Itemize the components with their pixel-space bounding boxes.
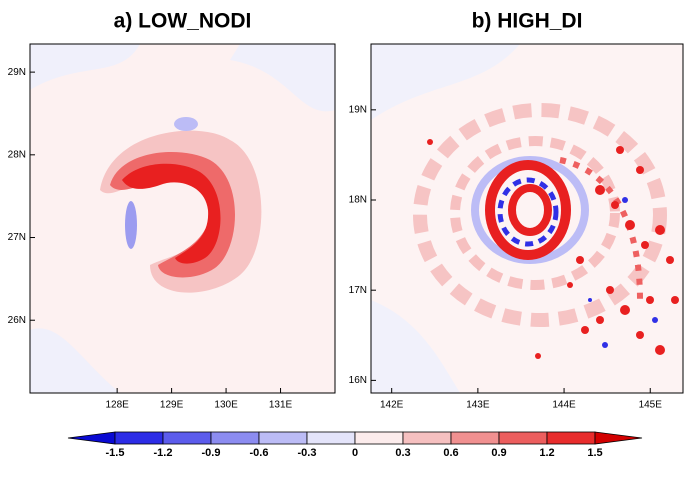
x-tick-label: 129E <box>160 400 184 411</box>
y-tick-label: 19N <box>349 104 367 115</box>
colorbar-box <box>258 431 308 445</box>
colorbar-box <box>498 431 548 445</box>
x-tick-label: 145E <box>639 400 663 411</box>
x-tick-label: 128E <box>105 400 129 411</box>
colorbar-label: -1.5 <box>106 447 125 459</box>
colorbar-label: 0.3 <box>395 447 410 459</box>
y-tick-label: 28N <box>8 149 26 160</box>
colorbar-label: 0.9 <box>491 447 506 459</box>
colorbar-label: -1.2 <box>154 447 173 459</box>
colorbar-box <box>354 431 404 445</box>
colorbar-label: -0.6 <box>250 447 269 459</box>
colorbar-box <box>210 431 260 445</box>
colorbar-label: -0.9 <box>202 447 221 459</box>
colorbar-box <box>402 431 452 445</box>
x-tick-label: 144E <box>552 400 576 411</box>
colorbar-label: 1.2 <box>539 447 554 459</box>
plot-frame <box>29 43 336 394</box>
colorbar-box <box>450 431 500 445</box>
colorbar-label: 0.6 <box>443 447 458 459</box>
field-b <box>371 44 683 393</box>
colorbar-box <box>162 431 212 445</box>
colorbar-label: 1.5 <box>587 447 602 459</box>
x-tick-label: 130E <box>214 400 238 411</box>
x-tick-label: 142E <box>380 400 404 411</box>
y-tick-label: 26N <box>8 315 26 326</box>
y-tick-label: 16N <box>349 375 367 386</box>
colorbar-label: 0 <box>352 447 358 459</box>
colorbar-extend-low <box>67 431 116 445</box>
y-tick-label: 17N <box>349 285 367 296</box>
colorbar-extend-high <box>594 431 643 445</box>
colorbar-box <box>546 431 596 445</box>
y-tick-label: 27N <box>8 232 26 243</box>
plot-frame <box>370 43 684 394</box>
x-tick-label: 131E <box>269 400 293 411</box>
colorbar-box <box>306 431 356 445</box>
x-tick-label: 143E <box>466 400 490 411</box>
y-tick-label: 29N <box>8 67 26 78</box>
field-a <box>30 44 335 393</box>
colorbar-box <box>114 431 164 445</box>
colorbar-label: -0.3 <box>298 447 317 459</box>
panel-title: a) LOW_NODI <box>114 10 252 33</box>
y-tick-label: 18N <box>349 195 367 206</box>
panel-title: b) HIGH_DI <box>472 10 583 33</box>
